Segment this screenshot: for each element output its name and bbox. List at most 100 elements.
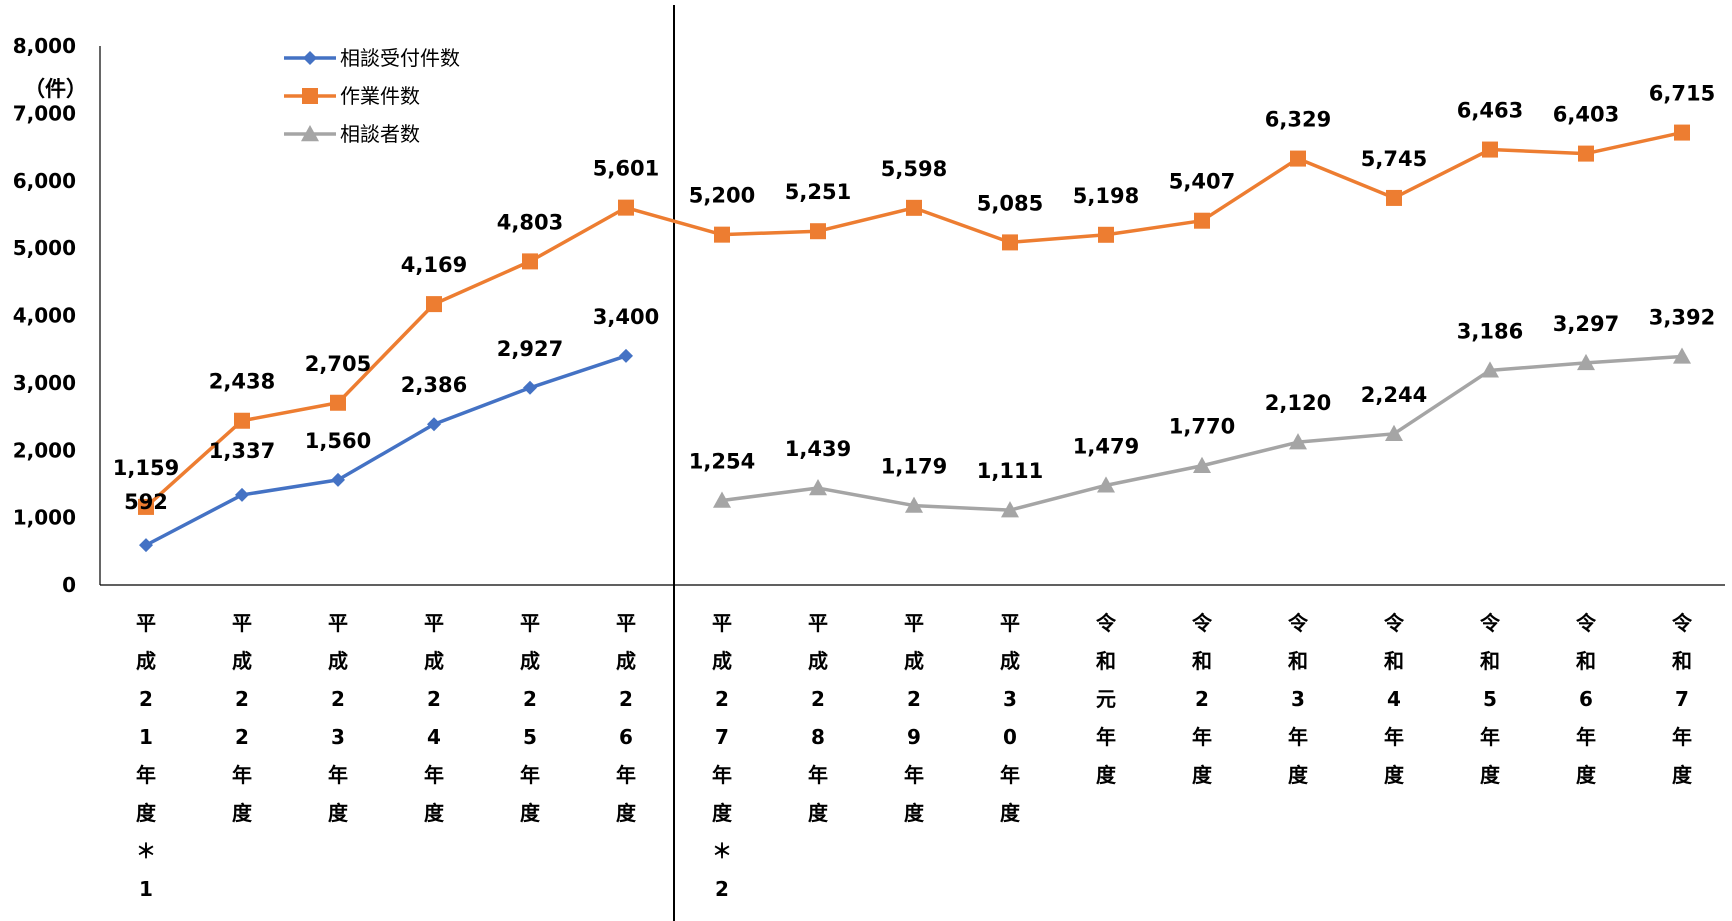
legend-item: 相談者数 xyxy=(284,122,420,146)
x-tick-char: 度 xyxy=(1192,763,1213,787)
x-tick-char: 4 xyxy=(1387,687,1401,711)
x-tick-char: 和 xyxy=(1576,649,1596,673)
data-point xyxy=(1098,226,1114,243)
x-tick-label: 平成 2 5 年度 xyxy=(520,611,541,825)
x-tick-char: 2 xyxy=(619,687,633,711)
x-tick-label: 平成 2 6 年度 xyxy=(616,611,637,825)
x-tick-char: 度 xyxy=(328,801,349,825)
data-point xyxy=(1001,501,1019,518)
x-tick-char: 5 xyxy=(523,725,537,749)
x-tick-char: 成 xyxy=(136,649,156,673)
data-label: 1,439 xyxy=(785,437,851,461)
x-tick-char: 度 xyxy=(808,801,829,825)
data-point xyxy=(810,223,826,240)
x-axis: 平成21年度＊1平成22年度平成23年度平成24年度平成25年度平成26年度平成… xyxy=(100,584,1725,901)
x-tick-char: 度 xyxy=(1384,763,1405,787)
series-line-1 xyxy=(145,354,627,547)
x-tick-char: 度 xyxy=(136,801,157,825)
data-point xyxy=(330,394,346,411)
x-tick-char: 年 xyxy=(1000,763,1020,787)
y-tick-label: 8,000 xyxy=(13,34,76,58)
x-tick-char: 年 xyxy=(424,763,444,787)
x-tick-char: 4 xyxy=(427,725,441,749)
x-tick-char: 9 xyxy=(907,725,921,749)
data-point xyxy=(1002,234,1018,251)
legend-label: 相談者数 xyxy=(340,122,420,146)
x-tick-char: 平 xyxy=(328,611,348,635)
x-tick-char: 令 xyxy=(1384,611,1405,635)
data-label: 1,159 xyxy=(113,456,179,480)
x-tick-label: 平成 2 9 年度 xyxy=(904,611,925,825)
data-label: 6,403 xyxy=(1553,103,1619,127)
data-label: 3,186 xyxy=(1457,319,1523,343)
x-tick-char: 8 xyxy=(811,725,825,749)
x-tick-label: 令和 7 年度 xyxy=(1672,611,1693,787)
x-tick-char: 平 xyxy=(520,611,540,635)
x-tick-label: 平成 2 4 年度 xyxy=(424,611,445,825)
x-tick-label: 平成 2 8 年度 xyxy=(808,611,829,825)
x-tick-char: 平 xyxy=(712,611,732,635)
x-tick-char: 2 xyxy=(715,687,729,711)
y-tick-label: 1,000 xyxy=(13,506,76,530)
y-tick-label: 0 xyxy=(62,573,76,597)
legend-item: 相談受付件数 xyxy=(284,46,460,70)
x-tick-char: 度 xyxy=(1480,763,1501,787)
data-label: 5,198 xyxy=(1073,184,1139,208)
data-label: 1,254 xyxy=(689,450,755,474)
x-tick-char: 年 xyxy=(616,763,636,787)
x-tick-char: 年 xyxy=(904,763,924,787)
x-tick-label: 令和 6 年度 xyxy=(1576,611,1597,787)
data-point xyxy=(1193,456,1211,473)
x-tick-char: 平 xyxy=(424,611,444,635)
x-tick-char: 年 xyxy=(808,763,828,787)
data-label: 6,329 xyxy=(1265,108,1331,132)
x-tick-char: 2 xyxy=(1195,687,1209,711)
x-tick-char: 平 xyxy=(808,611,828,635)
data-label: 3,297 xyxy=(1553,312,1619,336)
data-point xyxy=(1481,361,1499,378)
y-tick-label: 5,000 xyxy=(13,236,76,260)
data-label: 1,111 xyxy=(977,459,1043,483)
data-label: 5,085 xyxy=(977,191,1043,215)
y-tick-label: 7,000 xyxy=(13,101,76,125)
y-tick-label: 4,000 xyxy=(13,304,76,328)
x-tick-char: 令 xyxy=(1192,611,1213,635)
legend-label: 相談受付件数 xyxy=(340,46,460,70)
x-tick-label: 令和 4 年度 xyxy=(1384,611,1405,787)
x-tick-char: 年 xyxy=(1384,725,1404,749)
x-tick-label: 令和 2 年度 xyxy=(1192,611,1213,787)
x-tick-char: 平 xyxy=(1000,611,1020,635)
data-label: 2,438 xyxy=(209,370,275,394)
x-tick-char: 平 xyxy=(232,611,252,635)
x-tick-char: 6 xyxy=(1579,687,1593,711)
x-tick-char: 成 xyxy=(808,649,828,673)
data-label: 6,463 xyxy=(1457,99,1523,123)
x-tick-char: 平 xyxy=(904,611,924,635)
x-tick-char: 年 xyxy=(136,763,156,787)
x-tick-char: 成 xyxy=(424,649,444,673)
x-tick-char: 3 xyxy=(331,725,345,749)
x-tick-char: 2 xyxy=(523,687,537,711)
series-lines xyxy=(144,130,1683,547)
data-label: 1,770 xyxy=(1169,415,1235,439)
x-tick-char: 度 xyxy=(712,801,733,825)
x-tick-char: 6 xyxy=(619,725,633,749)
x-tick-char: 2 xyxy=(427,687,441,711)
x-tick-label: 平成 2 7 年度 ＊ 2 xyxy=(712,611,733,901)
x-tick-char: 度 xyxy=(520,801,541,825)
data-point xyxy=(234,412,250,429)
x-tick-char: 2 xyxy=(139,687,153,711)
x-tick-char: 和 xyxy=(1384,649,1404,673)
x-tick-char: 年 xyxy=(1096,725,1116,749)
data-markers xyxy=(138,124,1691,553)
data-point xyxy=(906,199,922,216)
y-axis: 0 1,000 2,000 3,000 4,000 5,000 6,000 7,000 8,00… xyxy=(13,34,101,597)
data-point xyxy=(619,348,633,363)
x-tick-char: 2 xyxy=(811,687,825,711)
data-point xyxy=(426,296,442,313)
x-tick-char: 7 xyxy=(715,725,729,749)
data-labels: 592 1,337 1,560 2,386 2,927 3,400 1,159 2,438 2,… xyxy=(113,82,1715,515)
data-point xyxy=(809,479,827,496)
